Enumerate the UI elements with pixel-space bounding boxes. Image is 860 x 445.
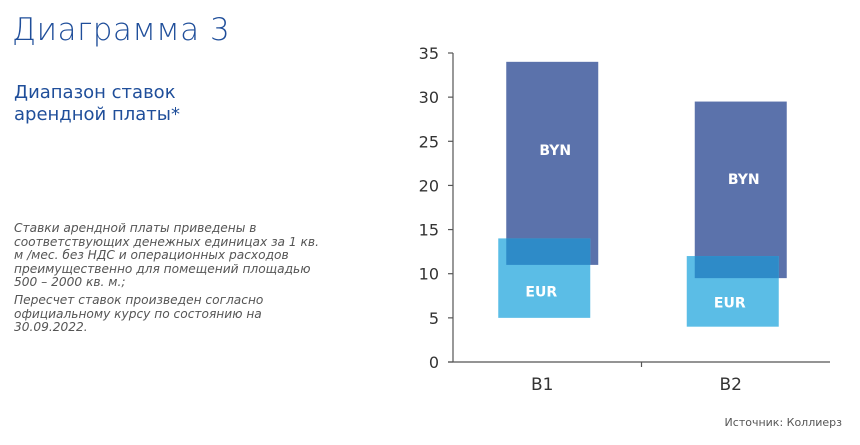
footnote-conversion: Пересчет ставок произведен согласно офиц… xyxy=(14,292,264,335)
bar-byn xyxy=(694,101,787,279)
bar-byn xyxy=(506,61,599,265)
chart-title: Диаграмма 3 xyxy=(12,12,231,48)
y-tick-label: 30 xyxy=(419,88,439,107)
y-tick-label: 5 xyxy=(429,309,439,328)
bar-overlap xyxy=(506,238,591,265)
bar-label-byn: BYN xyxy=(728,172,760,188)
x-tick-label: B2 xyxy=(720,375,742,395)
y-tick-label: 15 xyxy=(419,221,439,240)
y-tick-label: 20 xyxy=(419,176,439,195)
y-tick-label: 0 xyxy=(429,353,439,372)
bar-label-byn: BYN xyxy=(539,143,571,159)
footnote: Ставки арендной платы приведены в соотве… xyxy=(14,221,324,339)
bar-label-eur: EUR xyxy=(714,295,746,311)
chart-subtitle: Диапазон ставок арендной платы* xyxy=(14,82,180,125)
y-tick-label: 35 xyxy=(419,44,439,63)
x-tick-label: B1 xyxy=(531,375,553,395)
bar-label-eur: EUR xyxy=(525,284,557,300)
footnote-rates: Ставки арендной платы приведены в соотве… xyxy=(14,221,319,290)
y-tick-label: 10 xyxy=(419,265,439,284)
source-label: Источник: Коллиерз xyxy=(724,416,842,429)
y-tick-label: 25 xyxy=(419,132,439,151)
bar-overlap xyxy=(694,256,779,279)
